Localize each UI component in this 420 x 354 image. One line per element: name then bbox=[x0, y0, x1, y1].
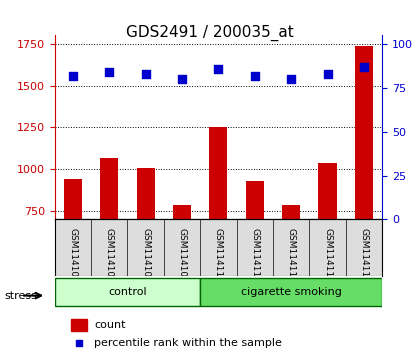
FancyBboxPatch shape bbox=[55, 278, 200, 306]
Text: control: control bbox=[108, 287, 147, 297]
Point bbox=[142, 71, 149, 77]
Bar bbox=[246, 181, 264, 337]
Text: GSM114109: GSM114109 bbox=[178, 228, 186, 283]
Text: GSM114106: GSM114106 bbox=[68, 228, 77, 283]
Point bbox=[252, 73, 258, 79]
Bar bbox=[318, 162, 337, 337]
FancyBboxPatch shape bbox=[200, 278, 382, 306]
Text: GSM114111: GSM114111 bbox=[250, 228, 259, 283]
Text: GDS2491 / 200035_at: GDS2491 / 200035_at bbox=[126, 25, 294, 41]
Point bbox=[69, 73, 76, 79]
Bar bbox=[64, 179, 82, 337]
Bar bbox=[282, 205, 300, 337]
Point bbox=[215, 66, 222, 72]
Text: percentile rank within the sample: percentile rank within the sample bbox=[94, 338, 282, 348]
Text: count: count bbox=[94, 320, 126, 330]
Text: GSM114108: GSM114108 bbox=[141, 228, 150, 283]
Text: stress: stress bbox=[4, 291, 37, 301]
Text: GSM114112: GSM114112 bbox=[287, 228, 296, 283]
Bar bbox=[71, 319, 87, 331]
Point bbox=[76, 341, 83, 346]
Point bbox=[361, 64, 368, 70]
Bar bbox=[355, 46, 373, 337]
Bar bbox=[136, 169, 155, 337]
Point bbox=[178, 76, 185, 82]
Bar bbox=[100, 158, 118, 337]
Text: cigarette smoking: cigarette smoking bbox=[241, 287, 341, 297]
Bar bbox=[209, 127, 228, 337]
Text: GSM114107: GSM114107 bbox=[105, 228, 114, 283]
Text: GSM114113: GSM114113 bbox=[323, 228, 332, 283]
Text: GSM114110: GSM114110 bbox=[214, 228, 223, 283]
Text: GSM114114: GSM114114 bbox=[360, 228, 368, 283]
Point bbox=[106, 69, 113, 75]
Bar bbox=[173, 205, 191, 337]
Point bbox=[324, 71, 331, 77]
Point bbox=[288, 76, 294, 82]
